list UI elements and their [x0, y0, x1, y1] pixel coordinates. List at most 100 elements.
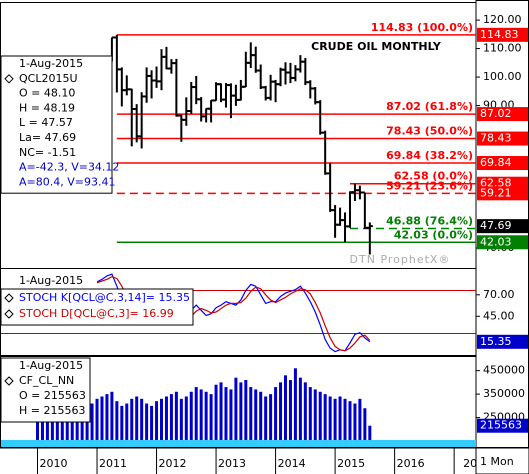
oi-bar — [343, 398, 347, 447]
axis-value-box — [477, 27, 528, 42]
y-tick-label: 120.00 — [483, 13, 522, 26]
legend-text: H = 215563 — [19, 404, 85, 417]
oi-bar — [179, 398, 183, 447]
axis-value-label: 42.03 — [480, 235, 512, 248]
oi-bar — [189, 391, 193, 447]
legend-box — [0, 55, 113, 194]
oi-bar — [40, 408, 44, 447]
oi-bar — [36, 405, 39, 447]
axis-value-label: 47.69 — [480, 219, 512, 232]
axis-value-box — [477, 235, 528, 250]
oi-bar — [318, 391, 322, 447]
axis-value-label: 69.84 — [480, 156, 512, 169]
oi-bar — [259, 391, 263, 447]
y-tick-label: 110.00 — [483, 42, 522, 55]
axis-value-box — [477, 156, 528, 171]
oi-bar — [95, 398, 99, 447]
axis-value-label: 78.43 — [480, 132, 512, 145]
legend-diamond — [4, 309, 14, 319]
oi-bar — [169, 394, 173, 447]
legend-box — [0, 357, 91, 423]
oi-bar — [90, 403, 94, 447]
level-label: 42.03 (0.0%) — [394, 228, 473, 241]
oi-bar — [135, 396, 139, 447]
axis-value-box — [477, 418, 528, 433]
y-tick-label: 45.00 — [483, 309, 515, 322]
oi-bar — [313, 389, 317, 447]
oi-bar — [130, 398, 134, 447]
oi-bar — [110, 391, 114, 447]
oi-bar — [209, 394, 213, 447]
oi-bar — [45, 403, 49, 447]
oi-bar — [269, 394, 273, 447]
oi-bar — [308, 387, 312, 447]
oi-bar — [184, 396, 188, 447]
oi-bar — [239, 382, 243, 447]
legend-text: NC= -1.51 — [19, 146, 76, 159]
legend-text: L = 47.57 — [19, 116, 73, 129]
oi-bar — [155, 401, 159, 447]
axis-value-box — [477, 107, 528, 122]
level-label: 62.58 (0.0%) — [394, 170, 473, 183]
oi-bar — [358, 398, 362, 447]
oi-bar — [244, 380, 248, 447]
x-tick-label: 2010 — [40, 457, 68, 470]
oi-bar — [194, 387, 198, 447]
oi-bar — [298, 377, 302, 447]
period-box — [475, 447, 529, 474]
oi-bar — [288, 380, 292, 447]
oi-bar — [75, 405, 79, 447]
chart-title: CRUDE OIL MONTHLY — [311, 40, 442, 53]
axis-value-label: 215563 — [480, 419, 522, 432]
level-label: 59.21 (23.6%) — [386, 179, 473, 192]
axis-value-box — [477, 334, 528, 349]
oi-bar — [368, 425, 372, 447]
oi-bar — [199, 389, 203, 447]
x-tick-label: 2016 — [397, 457, 425, 470]
legend-text: 1-Aug-2015 — [19, 274, 83, 287]
oi-bar — [229, 389, 233, 447]
oi-bar — [115, 401, 119, 447]
y-tick-label: 450000 — [483, 364, 525, 377]
oi-bar — [55, 405, 59, 447]
oi-bar — [249, 387, 253, 447]
oi-bar — [174, 391, 178, 447]
oi-bar — [353, 403, 357, 447]
y-tick-label: 350000 — [483, 387, 525, 400]
level-label: 114.83 (100.0%) — [371, 21, 473, 34]
x-tick-label: 2013 — [218, 457, 246, 470]
oi-bar — [274, 387, 278, 447]
oi-bar — [60, 410, 64, 447]
oi-bar — [160, 398, 163, 447]
y-tick-label: 70.00 — [483, 288, 515, 301]
legend-text: STOCH D[QCL@C,3]= 16.99 — [19, 307, 174, 320]
watermark: DTN ProphetX® — [350, 253, 451, 266]
legend-text: 1-Aug-2015 — [19, 359, 83, 372]
volume-band — [1, 440, 476, 447]
oi-bar — [105, 394, 109, 447]
oi-bar — [120, 405, 124, 447]
oi-bar — [80, 401, 84, 447]
axis-value-label: 114.83 — [480, 28, 519, 41]
legend-text: QCL2015U — [19, 72, 78, 85]
x-tick-label: 20 — [463, 457, 477, 470]
legend-text: 1-Aug-2015 — [19, 57, 83, 70]
oi-bar — [303, 382, 307, 447]
legend-text: A=-42.3, V=34.12 — [19, 161, 119, 174]
oi-bar — [363, 408, 367, 447]
oi-bar — [70, 403, 74, 447]
oi-bar — [150, 405, 154, 447]
oi-bar — [125, 403, 129, 447]
oi-bar — [164, 396, 168, 447]
axis-value-label: 59.21 — [480, 186, 512, 199]
oi-bar — [85, 398, 89, 447]
oi-bar — [323, 394, 327, 447]
oi-bar — [328, 396, 332, 447]
oi-bar — [264, 396, 268, 447]
axis-value-box — [477, 219, 528, 234]
oi-bar — [279, 382, 283, 447]
period-label: 1 Mon — [480, 455, 514, 468]
oi-bar — [100, 396, 104, 447]
legend-diamond — [4, 293, 14, 303]
